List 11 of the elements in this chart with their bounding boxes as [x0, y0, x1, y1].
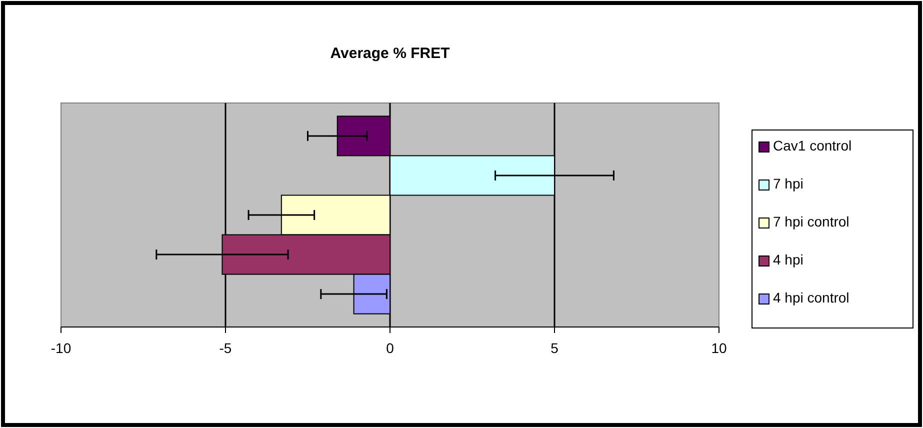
x-tick-label: 0	[386, 340, 394, 356]
legend-label: 4 hpi	[773, 252, 804, 268]
legend-label: 7 hpi	[773, 176, 804, 192]
legend-label: Cav1 control	[773, 138, 852, 154]
chart-title: Average % FRET	[330, 45, 450, 62]
x-tick-label: 10	[711, 340, 727, 356]
x-tick-label: 5	[550, 340, 559, 356]
x-tick-label: -10	[50, 340, 72, 356]
x-tick-label: -5	[219, 340, 232, 356]
legend-label: 7 hpi control	[773, 214, 850, 230]
legend-label: 4 hpi control	[773, 290, 850, 306]
